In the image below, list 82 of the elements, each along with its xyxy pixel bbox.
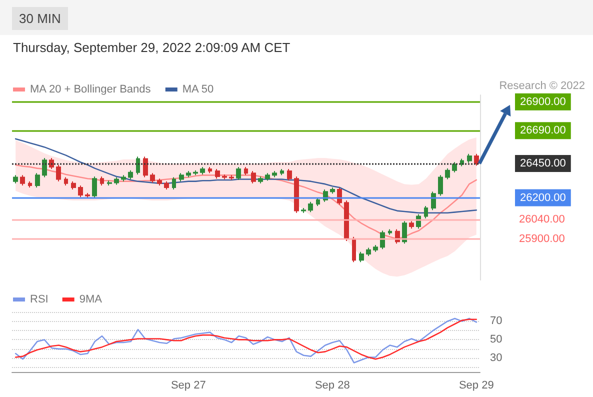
y-tick-label: 26200.00 [520, 192, 566, 204]
y-tick-label: 26450.00 [520, 158, 566, 170]
candlestick [409, 220, 414, 230]
candlestick [236, 166, 241, 180]
candlestick [107, 180, 112, 186]
candlestick [56, 164, 61, 182]
candlestick [308, 201, 313, 213]
y-tick-label: 26690.00 [520, 124, 566, 137]
y-tick-label: 25900.00 [519, 232, 565, 245]
candlestick [100, 176, 104, 186]
candlestick [251, 170, 256, 184]
candlestick [366, 247, 371, 257]
y-tick-label: 50 [490, 334, 502, 346]
candlestick [186, 170, 191, 178]
candlestick [114, 176, 119, 186]
candlestick [172, 176, 176, 190]
y-tick-label: 26900.00 [520, 96, 566, 108]
candlestick [42, 158, 47, 178]
candlestick [215, 168, 220, 180]
chart-title: 30 MIN [12, 7, 68, 30]
legend-label: MA 20 + Bollinger Bands [30, 84, 152, 96]
candlestick [380, 230, 385, 250]
candlestick [222, 174, 227, 180]
text: Research © 2022 [499, 80, 585, 92]
candlestick [474, 153, 479, 166]
candlestick [330, 187, 335, 194]
candlestick [157, 178, 162, 186]
candlestick [208, 166, 212, 174]
y-tick-label: 70 [490, 315, 502, 328]
candlestick [258, 176, 263, 184]
candlestick [452, 162, 457, 173]
legend-label: MA 50 [182, 84, 214, 96]
candlestick [344, 200, 349, 242]
candlestick [229, 174, 234, 180]
candlestick [280, 168, 284, 176]
candlestick [64, 176, 68, 186]
candlestick [128, 170, 133, 180]
candlestick [92, 176, 97, 198]
legend-label: RSI [30, 294, 48, 306]
candlestick [373, 244, 378, 252]
candlestick [359, 251, 364, 263]
candlestick [164, 180, 169, 190]
candlestick [121, 174, 126, 182]
candlestick [85, 192, 90, 198]
candlestick [71, 180, 76, 190]
candlestick [35, 172, 40, 188]
legend-label: 9MA [79, 294, 103, 306]
candlestick [316, 197, 320, 206]
x-tick-label: Sep 28 [314, 380, 350, 392]
line-series [14, 164, 478, 240]
candlestick [445, 168, 450, 180]
candlestick [438, 174, 443, 196]
line-series [14, 138, 478, 214]
candlestick [467, 153, 472, 164]
candlestick [179, 172, 184, 182]
candlestick [193, 170, 198, 176]
candlestick [287, 168, 292, 182]
x-tick-label: Sep 29 [458, 380, 494, 392]
candlestick [388, 228, 392, 236]
candlestick [20, 174, 25, 186]
candlestick [78, 184, 83, 198]
chart-subtitle: Thursday, September 29, 2022 2:09:09 AM CET [13, 40, 290, 55]
candlestick [244, 166, 248, 176]
candlestick [402, 220, 407, 244]
candlestick [200, 166, 205, 175]
candlestick [294, 176, 299, 214]
candlestick [265, 172, 270, 182]
candlestick [301, 208, 306, 214]
y-tick-label: 30 [490, 352, 502, 364]
candlestick [272, 170, 277, 178]
candlestick [431, 191, 436, 211]
candlestick [28, 180, 32, 188]
candlestick [143, 156, 148, 178]
y-tick-label: 26040.00 [519, 214, 565, 226]
candlestick [150, 172, 155, 184]
candlestick [460, 158, 464, 167]
candlestick [352, 236, 356, 263]
candlestick [424, 206, 428, 219]
candlestick [13, 174, 18, 184]
candlestick [136, 156, 140, 175]
candlestick [49, 158, 54, 170]
x-tick-label: Sep 27 [170, 380, 206, 392]
